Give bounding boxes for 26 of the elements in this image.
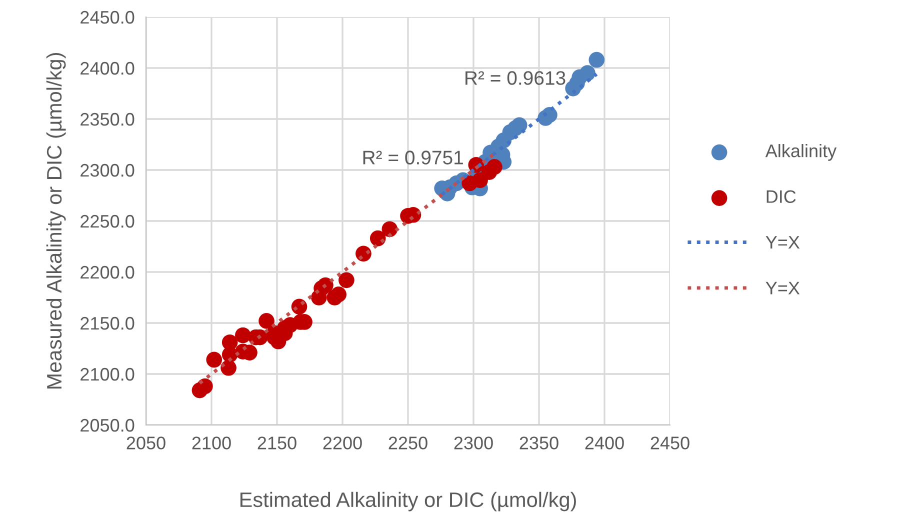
y-tick-label: 2300.0 (80, 164, 134, 177)
x-tick-label: 2300 (454, 436, 493, 450)
x-tick-label: 2400 (585, 436, 624, 450)
legend-label: Y=X (766, 282, 800, 294)
x-tick-label: 2200 (323, 436, 362, 450)
y-tick-label: 2050.0 (80, 418, 134, 432)
y-axis-title: Measured Alkalinity or DIC (µmol/kg) (46, 53, 66, 389)
y-tick-label: 2100.0 (80, 368, 134, 381)
legend-label: Alkalinity (765, 144, 837, 161)
x-tick-label: 2100 (192, 436, 231, 450)
y-tick-label: 2150.0 (80, 316, 134, 330)
y-tick-label: 2350.0 (80, 112, 134, 126)
y-tick-label: 2250.0 (80, 214, 134, 228)
x-tick-label: 2050 (126, 436, 166, 450)
y-tick-label: 2400.0 (80, 62, 134, 75)
y-tick-label: 2200.0 (80, 266, 134, 279)
legend-label: DIC (766, 190, 796, 203)
annotation: R² = 0.9751 (363, 150, 463, 164)
legend-label: Y=X (766, 236, 800, 249)
annotation: R² = 0.9613 (466, 71, 566, 85)
x-tick-label: 2450 (650, 436, 690, 450)
y-tick-label: 2450.0 (80, 10, 134, 24)
x-tick-label: 2150 (258, 436, 296, 450)
x-tick-label: 2350 (520, 436, 558, 450)
x-tick-label: 2250 (388, 436, 428, 450)
x-axis-title: Estimated Alkalinity or DIC (µmol/kg) (240, 492, 576, 512)
